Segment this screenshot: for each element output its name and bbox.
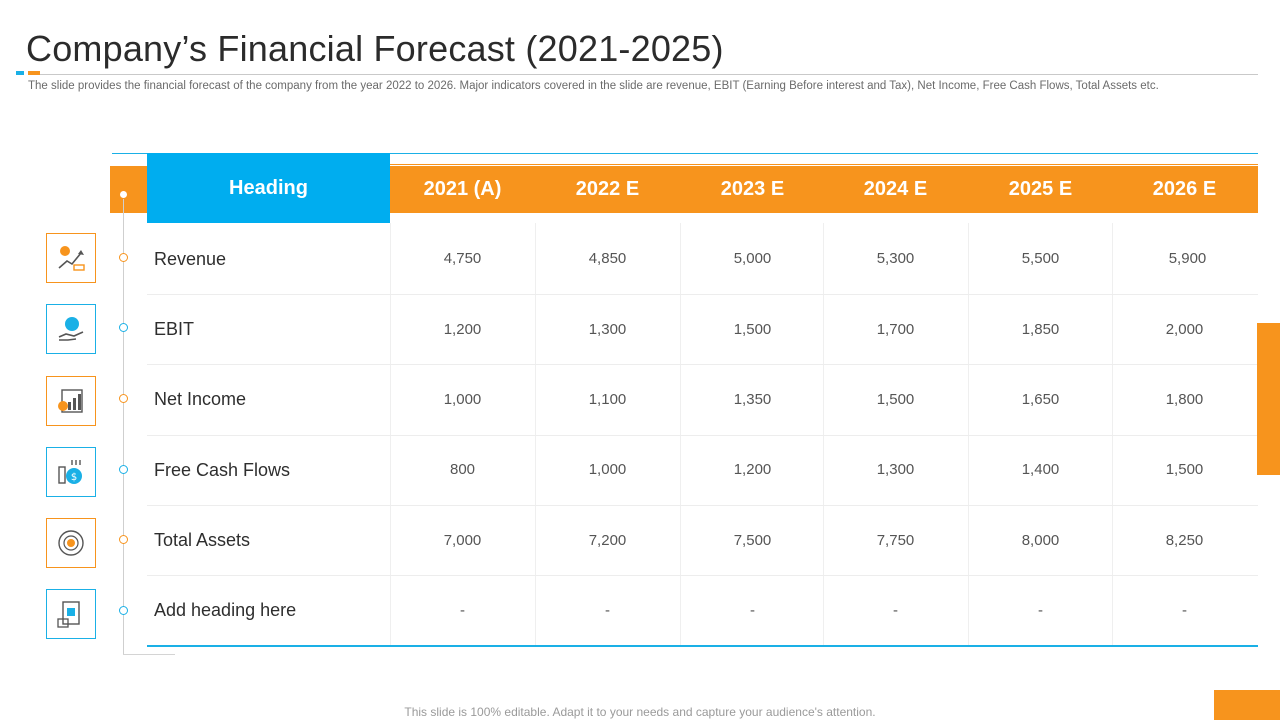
title-divider [40, 74, 1258, 75]
cell-net-income-2021: 1,000 [443, 391, 482, 408]
cell-total-assets-2026: 8,250 [1165, 532, 1204, 549]
timeline-line [123, 195, 124, 655]
clipboard-icon [46, 589, 96, 639]
timeline-dot [119, 253, 128, 262]
timeline-dot [119, 606, 128, 615]
row-divider [147, 505, 1258, 506]
year-header-2023: 2023 E [720, 178, 785, 200]
row-divider [147, 575, 1258, 576]
cell-revenue-2026: 5,900 [1168, 250, 1207, 267]
timeline-foot [123, 654, 175, 655]
cell-net-income-2022: 1,100 [588, 391, 627, 408]
cell-revenue-2025: 5,500 [1021, 250, 1060, 267]
cell-ebit-2022: 1,300 [588, 321, 627, 338]
table-top-line [112, 153, 1258, 154]
slide-subtitle: The slide provides the financial forecas… [28, 80, 1159, 92]
year-header-2025: 2025 E [1008, 178, 1073, 200]
footer-note: This slide is 100% editable. Adapt it to… [404, 705, 876, 719]
column-divider [390, 223, 391, 645]
cell-add-heading-2025: - [1038, 602, 1043, 619]
cell-ebit-2021: 1,200 [443, 321, 482, 338]
timeline-dot-header [119, 190, 128, 199]
cell-total-assets-2025: 8,000 [1021, 532, 1060, 549]
cell-add-heading-2026: - [1182, 602, 1187, 619]
column-divider [968, 223, 969, 645]
timeline-dot [119, 465, 128, 474]
cell-fcf-2025: 1,400 [1021, 461, 1060, 478]
cell-total-assets-2021: 7,000 [443, 532, 482, 549]
table-bottom-line [147, 645, 1258, 647]
cell-ebit-2026: 2,000 [1165, 321, 1204, 338]
cell-net-income-2023: 1,350 [733, 391, 772, 408]
cell-revenue-2021: 4,750 [443, 250, 482, 267]
heading-cell: Heading [147, 153, 390, 223]
cell-net-income-2024: 1,500 [876, 391, 915, 408]
cell-fcf-2022: 1,000 [588, 461, 627, 478]
cell-total-assets-2023: 7,500 [733, 532, 772, 549]
cell-net-income-2026: 1,800 [1165, 391, 1204, 408]
row-label-revenue: Revenue [154, 249, 227, 269]
row-divider [147, 364, 1258, 365]
year-header-2026: 2026 E [1152, 178, 1217, 200]
target-icon [46, 518, 96, 568]
side-accent-tab [1257, 323, 1280, 475]
corner-accent-block [1214, 690, 1280, 720]
row-label-ebit: EBIT [154, 319, 195, 339]
year-header-2022: 2022 E [575, 178, 640, 200]
hand-coin-icon [46, 304, 96, 354]
row-divider [147, 294, 1258, 295]
column-divider [535, 223, 536, 645]
year-header-2024: 2024 E [863, 178, 928, 200]
cell-ebit-2024: 1,700 [876, 321, 915, 338]
header-top-line [390, 164, 1258, 165]
cell-fcf-2023: 1,200 [733, 461, 772, 478]
year-header-2021: 2021 (A) [423, 178, 502, 200]
cell-add-heading-2024: - [893, 602, 898, 619]
cell-total-assets-2024: 7,750 [876, 532, 915, 549]
cell-total-assets-2022: 7,200 [588, 532, 627, 549]
row-label-total-assets: Total Assets [154, 530, 251, 550]
cell-ebit-2025: 1,850 [1021, 321, 1060, 338]
bar-chart-coin-icon [46, 376, 96, 426]
column-divider [680, 223, 681, 645]
revenue-growth-icon [46, 233, 96, 283]
money-bag-icon: $ [46, 447, 96, 497]
cell-revenue-2024: 5,300 [876, 250, 915, 267]
title-accent-blue [16, 71, 24, 75]
slide-title: Company’s Financial Forecast (2021-2025) [26, 28, 724, 69]
row-label-free-cash-flows: Free Cash Flows [154, 460, 291, 480]
cell-net-income-2025: 1,650 [1021, 391, 1060, 408]
cell-add-heading-2021: - [460, 602, 465, 619]
title-accent-orange [28, 71, 40, 75]
timeline-dot [119, 394, 128, 403]
row-label-add-heading: Add heading here [154, 600, 297, 620]
cell-ebit-2023: 1,500 [733, 321, 772, 338]
cell-add-heading-2022: - [605, 602, 610, 619]
row-divider [147, 435, 1258, 436]
cell-revenue-2023: 5,000 [733, 250, 772, 267]
cell-add-heading-2023: - [750, 602, 755, 619]
cell-fcf-2026: 1,500 [1165, 461, 1204, 478]
column-divider [823, 223, 824, 645]
timeline-dot [119, 535, 128, 544]
column-divider [1112, 223, 1113, 645]
row-label-net-income: Net Income [154, 389, 247, 409]
cell-fcf-2024: 1,300 [876, 461, 915, 478]
cell-fcf-2021: 800 [449, 461, 476, 478]
timeline-dot [119, 323, 128, 332]
cell-revenue-2022: 4,850 [588, 250, 627, 267]
svg-text:$: $ [71, 472, 77, 483]
